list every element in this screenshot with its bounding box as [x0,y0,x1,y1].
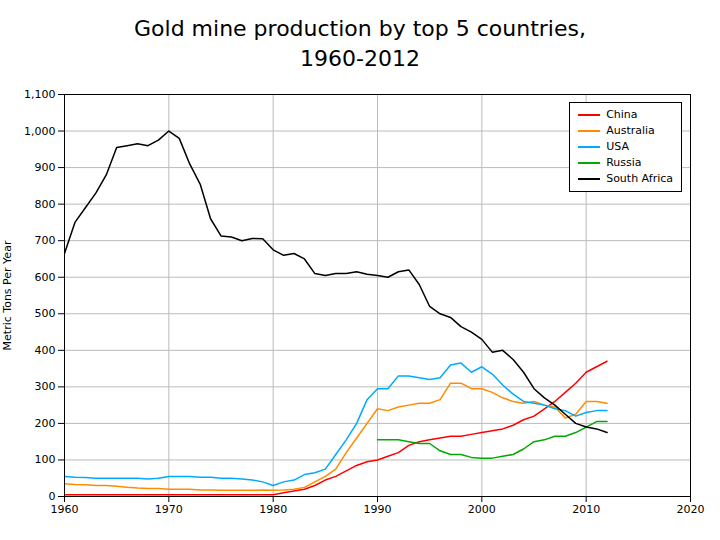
html-text:Gold mine production by top 5: Gold mine production by top 5 countries, [134,16,586,41]
svg-text:1960: 1960 [51,503,79,516]
svg-text:1,100: 1,100 [24,88,56,101]
svg-text:900: 900 [35,161,56,174]
svg-text:2020: 2020 [677,503,705,516]
html-text:1960-2012: 1960-2012 [300,46,420,71]
svg-text:700: 700 [35,234,56,247]
svg-text:2000: 2000 [468,503,496,516]
svg-text:400: 400 [35,344,56,357]
html-text:USA: USA [606,140,629,153]
svg-text:800: 800 [35,198,56,211]
svg-text:100: 100 [35,453,56,466]
svg-text:600: 600 [35,271,56,284]
svg-text:2010: 2010 [572,503,600,516]
svg-text:1,000: 1,000 [24,125,56,138]
html-text:Russia: Russia [606,156,642,169]
svg-text:1980: 1980 [259,503,287,516]
html-text:South Africa: South Africa [606,172,673,185]
html-text:Australia: Australia [606,124,655,137]
svg-text:Metric Tons Per Year: Metric Tons Per Year [1,240,14,350]
svg-text:500: 500 [35,307,56,320]
svg-text:1990: 1990 [364,503,392,516]
html-text:China: China [606,108,638,121]
svg-text:300: 300 [35,380,56,393]
svg-text:1970: 1970 [155,503,183,516]
svg-text:200: 200 [35,417,56,430]
svg-text:0: 0 [49,490,56,503]
